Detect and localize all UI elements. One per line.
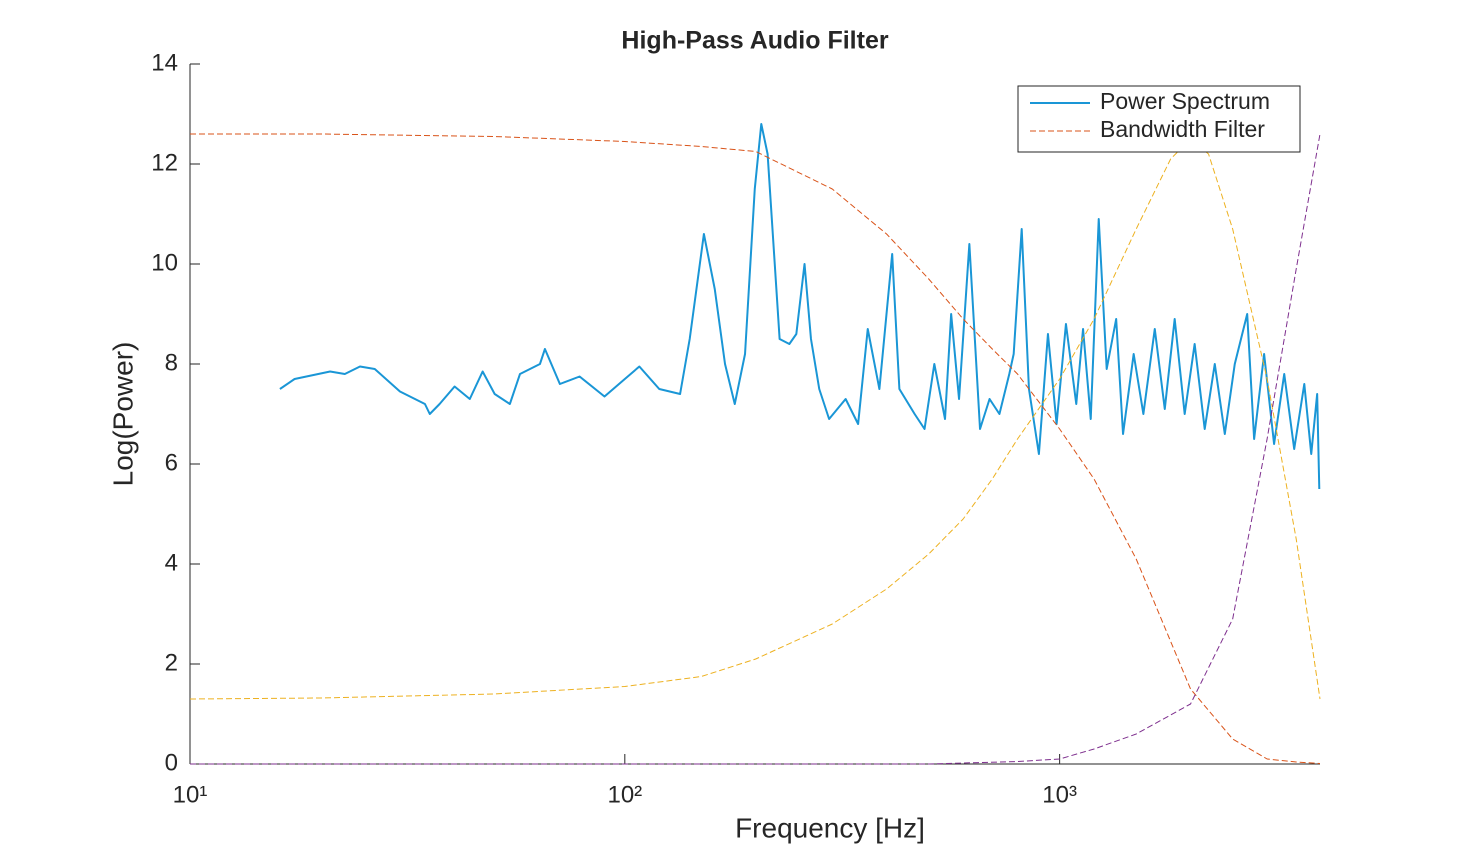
series-line	[190, 133, 1321, 764]
y-tick-label: 12	[151, 149, 178, 176]
legend-box	[1017, 85, 1301, 153]
y-axis-label: Log(Power)	[107, 342, 138, 487]
y-tick-label: 4	[165, 549, 178, 576]
series-line	[189, 138, 1321, 700]
y-tick-label: 14	[151, 49, 178, 76]
series-line	[190, 133, 1321, 765]
x-tick-label: 10¹	[173, 781, 208, 808]
y-tick-label: 6	[165, 449, 178, 476]
y-tick-label: 10	[151, 249, 178, 276]
x-tick-label: 10²	[607, 781, 642, 808]
legend-label: Bandwidth Filter	[1100, 116, 1265, 142]
chart-title: High-Pass Audio Filter	[621, 27, 888, 55]
y-tick-label: 8	[165, 349, 178, 376]
x-axis-label: Frequency [Hz]	[735, 812, 925, 843]
y-tick-label: 2	[165, 649, 178, 676]
y-tick-label: 0	[165, 749, 178, 776]
legend-label: Power Spectrum	[1100, 88, 1270, 114]
series-line	[279, 123, 1321, 490]
x-tick-label: 10³	[1042, 781, 1077, 808]
